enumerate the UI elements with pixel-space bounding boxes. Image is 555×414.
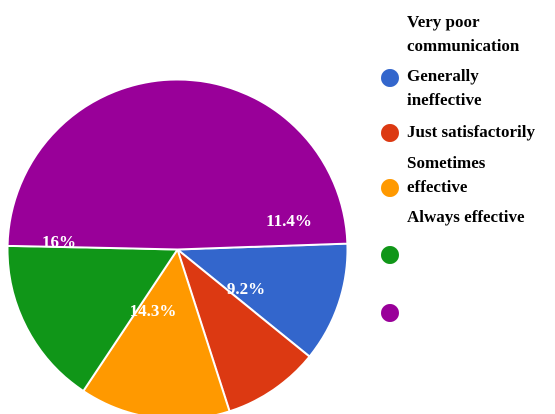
legend-label-always-effective: Always effective	[407, 207, 525, 226]
data-label-sometimes-effective: 16%	[42, 232, 76, 251]
legend-marker-very-poor	[381, 69, 399, 87]
pie-slices	[6, 78, 349, 414]
data-label-just-satisfactorily: 14.3%	[130, 301, 177, 320]
legend-label-generally-ineffective: Generally ineffective	[407, 66, 483, 109]
legend-marker-always-effective	[381, 304, 399, 322]
legend: Very poor communication Generally ineffe…	[381, 12, 535, 322]
pie-slice-always-effective	[6, 78, 349, 251]
legend-label-sometimes-effective: Sometimes effective	[407, 153, 490, 196]
pie-slice-generally-ineffective	[175, 246, 311, 413]
legend-marker-just-satisfactorily	[381, 179, 399, 197]
legend-marker-generally-ineffective	[381, 124, 399, 142]
data-label-generally-ineffective: 9.2%	[227, 279, 265, 298]
legend-label-very-poor: Very poor communication	[407, 12, 520, 55]
legend-marker-sometimes-effective	[381, 246, 399, 264]
pie-data-labels: 11.4% 9.2% 14.3% 16%	[42, 211, 312, 320]
legend-markers	[381, 69, 399, 322]
pie-slice-very-poor	[174, 242, 349, 358]
data-label-very-poor: 11.4%	[266, 211, 312, 230]
pie-slice-sometimes-effective	[6, 244, 180, 393]
pie-slice-just-satisfactorily	[81, 247, 231, 414]
legend-label-just-satisfactorily: Just satisfactorily	[407, 122, 535, 141]
